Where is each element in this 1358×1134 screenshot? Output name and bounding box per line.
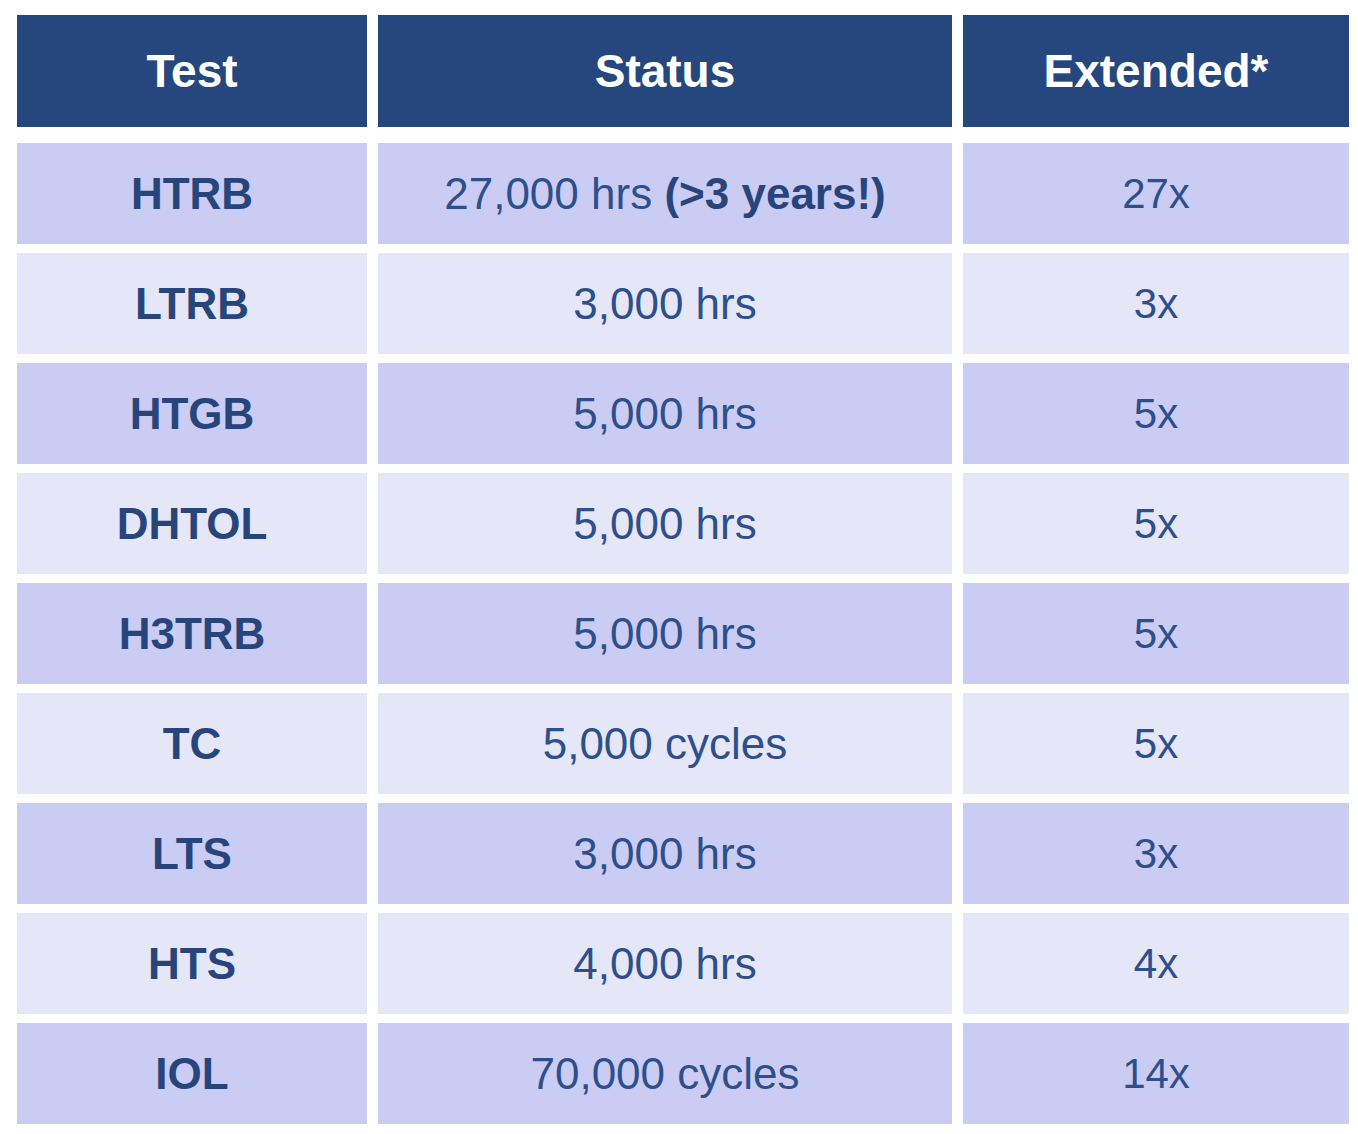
status-text: 70,000 cycles [530,1049,799,1099]
status-cell: 5,000 hrs [378,363,952,464]
table-header-row: Test Status Extended* [17,15,1349,127]
test-cell: LTS [17,803,367,904]
status-cell: 5,000 hrs [378,583,952,684]
extended-cell: 5x [963,583,1349,684]
status-cell: 3,000 hrs [378,803,952,904]
status-text: 27,000 hrs [444,169,664,219]
status-text: 3,000 hrs [573,279,756,329]
status-text: 3,000 hrs [573,829,756,879]
extended-cell: 3x [963,253,1349,354]
table-row: LTS 3,000 hrs 3x [17,803,1349,904]
status-cell: 27,000 hrs (>3 years!) [378,143,952,244]
status-cell: 4,000 hrs [378,913,952,1014]
table-row: HTGB 5,000 hrs 5x [17,363,1349,464]
table-row: HTRB 27,000 hrs (>3 years!) 27x [17,143,1349,244]
table-row: DHTOL 5,000 hrs 5x [17,473,1349,574]
status-cell: 70,000 cycles [378,1023,952,1124]
status-text: 4,000 hrs [573,939,756,989]
extended-cell: 5x [963,473,1349,574]
table-row: H3TRB 5,000 hrs 5x [17,583,1349,684]
reliability-test-table: Test Status Extended* HTRB 27,000 hrs (>… [0,0,1358,1134]
test-cell: HTRB [17,143,367,244]
test-cell: HTS [17,913,367,1014]
status-text: 5,000 hrs [573,609,756,659]
table-row: TC 5,000 cycles 5x [17,693,1349,794]
header-cell-test: Test [17,15,367,127]
header-cell-extended: Extended* [963,15,1349,127]
status-text: 5,000 cycles [543,719,788,769]
test-cell: H3TRB [17,583,367,684]
test-cell: IOL [17,1023,367,1124]
test-cell: HTGB [17,363,367,464]
status-text: 5,000 hrs [573,499,756,549]
test-cell: DHTOL [17,473,367,574]
table-row: HTS 4,000 hrs 4x [17,913,1349,1014]
extended-cell: 3x [963,803,1349,904]
extended-cell: 4x [963,913,1349,1014]
extended-cell: 5x [963,363,1349,464]
header-cell-status: Status [378,15,952,127]
table-row: LTRB 3,000 hrs 3x [17,253,1349,354]
status-text: 5,000 hrs [573,389,756,439]
test-cell: LTRB [17,253,367,354]
test-cell: TC [17,693,367,794]
status-cell: 5,000 hrs [378,473,952,574]
extended-cell: 5x [963,693,1349,794]
table-row: IOL 70,000 cycles 14x [17,1023,1349,1124]
status-cell: 5,000 cycles [378,693,952,794]
extended-cell: 14x [963,1023,1349,1124]
status-bold-text: (>3 years!) [664,169,885,219]
extended-cell: 27x [963,143,1349,244]
status-cell: 3,000 hrs [378,253,952,354]
